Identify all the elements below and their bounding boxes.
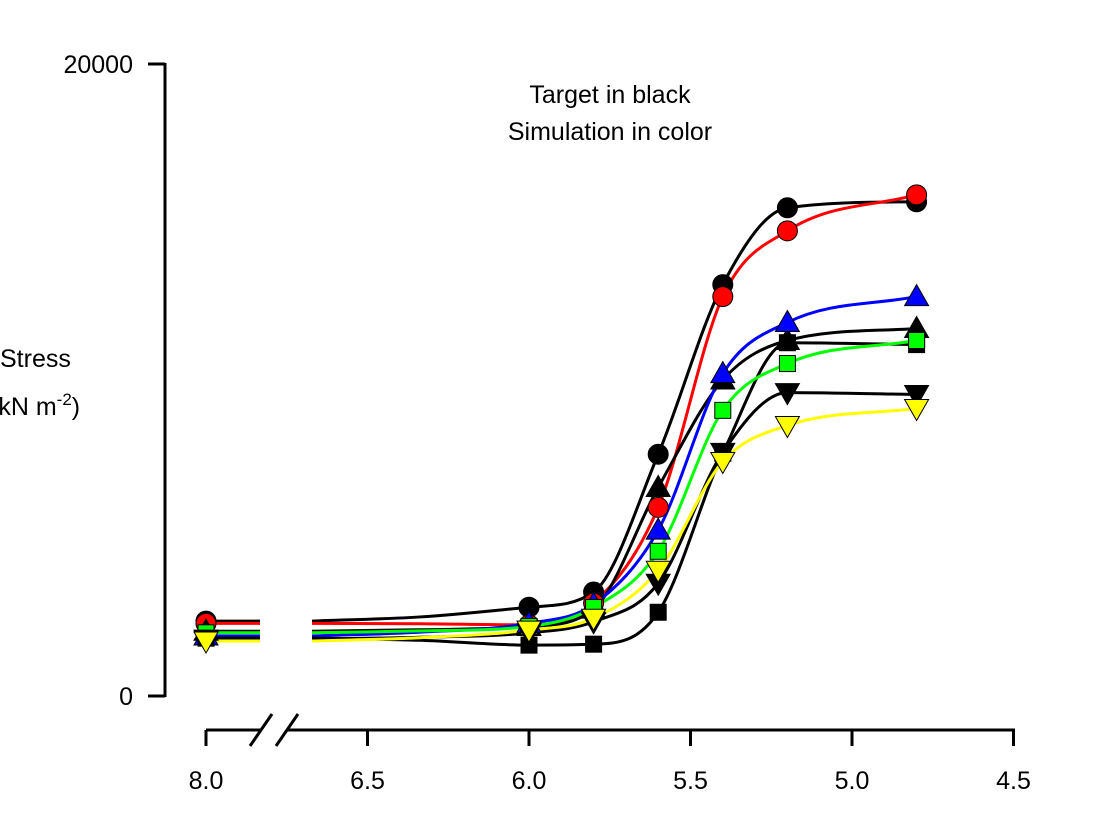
data-point-circle — [647, 443, 669, 465]
data-point-triangle-down — [709, 452, 736, 475]
data-point-square — [585, 635, 603, 653]
fit-curve — [311, 295, 917, 638]
data-point-triangle-up — [903, 283, 930, 307]
data-point-square — [908, 332, 926, 349]
unit-close: ) — [72, 393, 80, 421]
data-point-square — [714, 401, 732, 419]
y-tick-label: 20000 — [63, 51, 133, 79]
data-point-triangle-down — [580, 608, 607, 632]
fit-curve — [311, 406, 917, 643]
y-tick-label: 0 — [119, 683, 133, 711]
axis-break-mark — [274, 713, 300, 747]
data-point-triangle-up — [645, 517, 672, 540]
data-point-triangle-down — [903, 398, 930, 422]
data-point-triangle-down — [903, 385, 930, 408]
data-point-triangle-down — [645, 560, 672, 584]
data-point-circle — [712, 286, 734, 308]
y-axis-unit: (kN m-2) — [0, 390, 80, 421]
data-point-circle — [776, 197, 798, 219]
fit-curve — [311, 391, 917, 641]
unit: (kN m — [0, 393, 57, 421]
data-point-square — [778, 355, 796, 373]
data-point-triangle-down — [193, 631, 219, 655]
annotation-line-2: Simulation in color — [508, 118, 712, 146]
data-point-square — [649, 542, 667, 560]
data-point-triangle-down — [516, 620, 542, 644]
data-point-triangle-down — [774, 383, 801, 406]
x-tick-label: 5.5 — [673, 767, 708, 795]
x-tick-label: 4.5 — [996, 767, 1031, 795]
data-point-triangle-up — [645, 474, 672, 497]
unit-exponent: -2 — [57, 390, 72, 409]
markers — [193, 184, 930, 655]
fit-curve — [311, 341, 917, 647]
y-axis-label: Stress — [0, 345, 71, 373]
x-tick-label: 8.0 — [189, 767, 224, 795]
data-point-triangle-up — [774, 309, 801, 332]
x-tick-label: 6.0 — [512, 767, 547, 795]
data-point-square — [778, 334, 796, 352]
curves — [208, 193, 918, 647]
data-point-circle — [776, 220, 798, 242]
data-point-circle — [906, 184, 928, 206]
fit-curve — [311, 200, 917, 623]
axes: 20000 0 8.0 6.5 6.0 5.5 5.0 4.5 — [63, 51, 1030, 795]
data-point-circle — [647, 496, 669, 518]
annotation-line-1: Target in black — [529, 81, 691, 109]
data-point-square — [649, 603, 667, 621]
axis-break-mark — [248, 713, 274, 747]
x-tick-label: 6.5 — [350, 767, 385, 795]
data-point-triangle-down — [774, 416, 801, 439]
x-tick-label: 5.0 — [835, 767, 870, 795]
data-point-triangle-up — [709, 360, 736, 384]
